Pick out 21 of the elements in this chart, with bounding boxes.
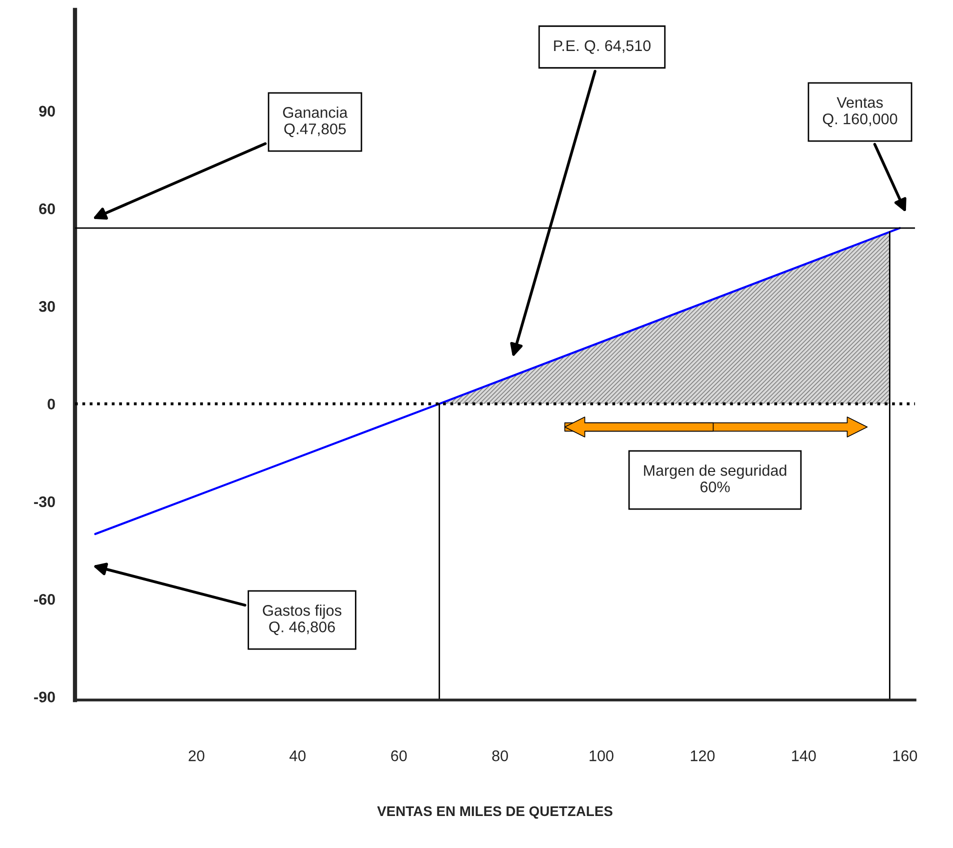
y-tick-label: 60 [39,203,55,214]
y-tick-label: -30 [34,496,55,508]
annotation: P.E. Q. 64,510 [554,40,651,54]
x-tick-label: 20 [188,750,204,762]
x-tick-label: 120 [690,750,715,762]
y-tick-label: 90 [39,106,55,117]
x-tick-label: 100 [590,750,614,762]
x-tick-label: 140 [792,750,816,762]
annotation: Ventas Q. 160,000 [822,97,898,128]
y-tick-label: -60 [34,594,55,605]
annotation: Ganancia Q.47,805 [283,106,348,138]
x-tick-label: 60 [391,750,407,762]
y-tick-label: -90 [34,692,55,702]
x-tick-label: 160 [893,750,918,762]
annotation: Margen de seguridad 60% [644,464,786,492]
y-tick-label: 0 [48,398,55,410]
y-tick-label: 30 [38,301,55,312]
x-axis-title: VENTAS EN MILES DE QUETZALES [377,806,612,819]
x-tick-label: 40 [290,750,306,762]
x-tick-label: 80 [492,750,508,762]
annotation: Gastos fijos Q. 46,806 [262,604,342,636]
